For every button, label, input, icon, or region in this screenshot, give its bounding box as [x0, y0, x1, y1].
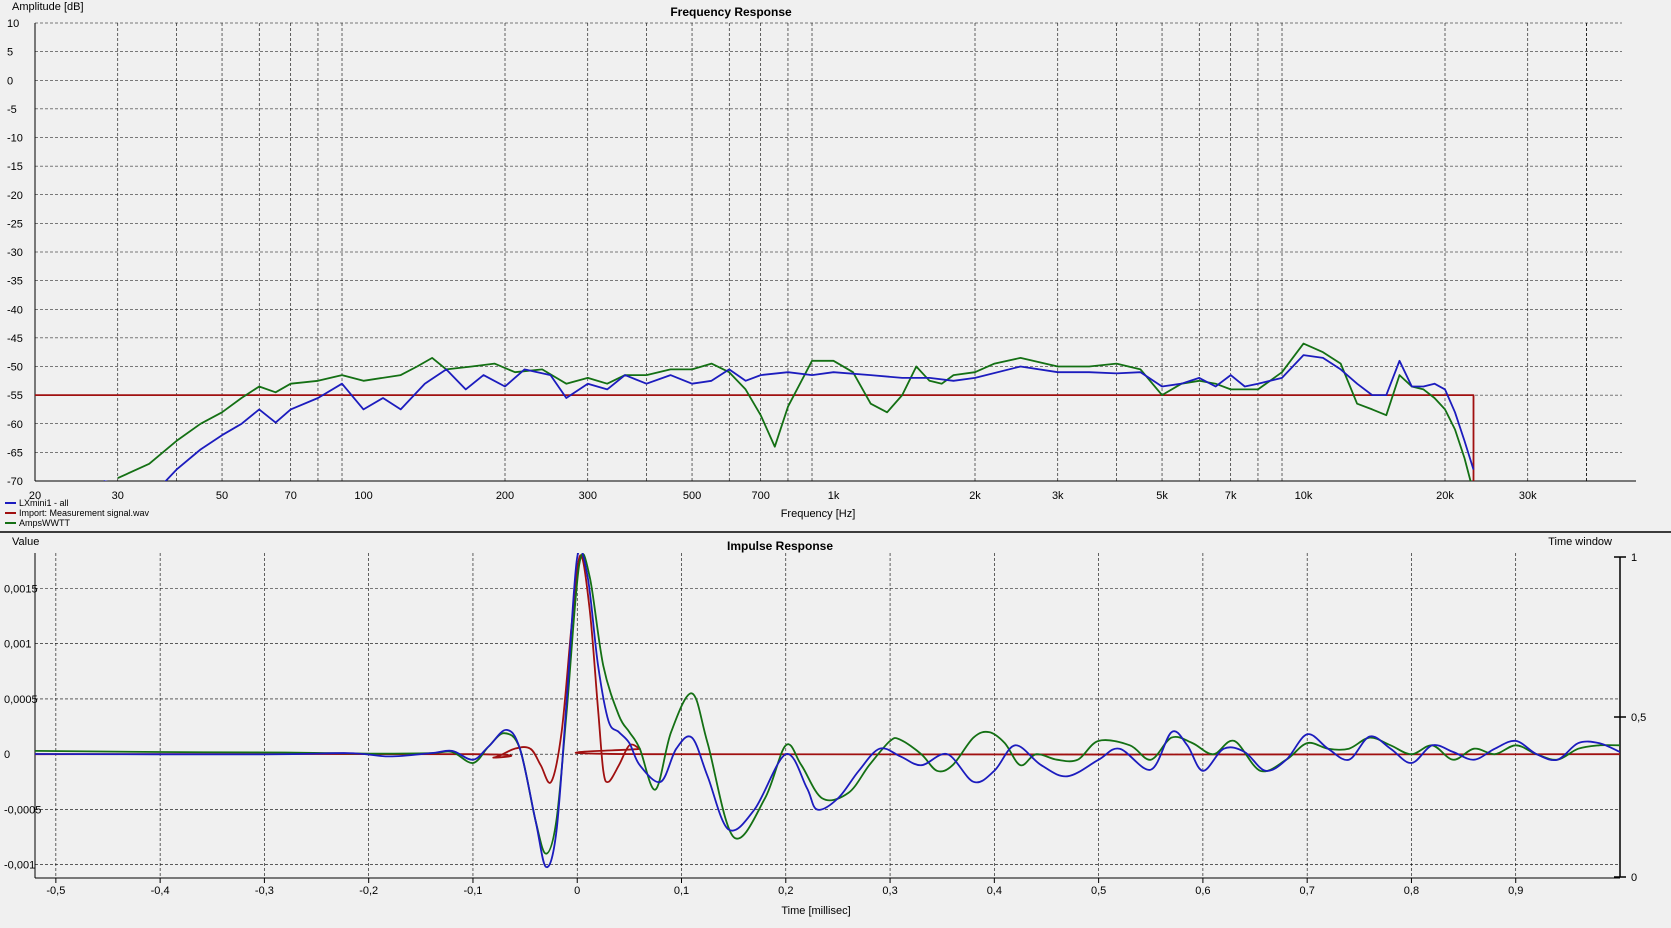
- ir-series-line-0: [35, 553, 1620, 868]
- ir-x-tick-label: 0: [574, 885, 580, 897]
- fr-series-line-1: [35, 394, 1475, 481]
- ir-y-tick-label: 0: [4, 749, 10, 761]
- fr-y-tick-label: 10: [7, 18, 19, 30]
- ir-x-tick-label: -0,4: [151, 885, 170, 897]
- ir-series-line-1: [35, 554, 1620, 784]
- ir-y2-tick-label: 0: [1631, 872, 1637, 884]
- ir-y-axis-label: Value: [12, 536, 39, 548]
- ir-y-tick-label: 0,001: [4, 639, 32, 651]
- legend-label-0: LXmini1 - all: [19, 498, 69, 508]
- fr-x-tick-label: 300: [579, 490, 597, 502]
- fr-x-tick-label: 500: [683, 490, 701, 502]
- ir-y-tick-label: -0,001: [4, 860, 35, 872]
- ir-x-tick-label: 0,2: [778, 885, 793, 897]
- fr-x-tick-label: 10k: [1295, 490, 1313, 502]
- ir-y-tick-label: -0,0005: [4, 804, 41, 816]
- fr-y-tick-label: -60: [7, 419, 23, 431]
- ir-x-tick-label: 0,3: [882, 885, 897, 897]
- fr-y-tick-label: 0: [7, 75, 13, 87]
- fr-x-tick-label: 3k: [1052, 490, 1064, 502]
- fr-x-tick-label: 20: [29, 490, 41, 502]
- fr-y-tick-label: -45: [7, 333, 23, 345]
- impulse-response-chart[interactable]: -0,5 -0,4 -0,3 -0,2 -0,1 0 0,1 0,2 0,3 0,4 0,5 0,6 0…: [4, 536, 1646, 917]
- fr-x-tick-label: 5k: [1156, 490, 1168, 502]
- legend-label-1: Import: Measurement signal.wav: [19, 508, 150, 518]
- ir-x-axis-label: Time [millisec]: [781, 905, 850, 917]
- fr-series-line-0: [103, 354, 1475, 481]
- fr-x-tick-label: 700: [752, 490, 770, 502]
- fr-y-tick-label: -25: [7, 218, 23, 230]
- ir-x-tick-label: 0,7: [1300, 885, 1315, 897]
- ir-x-tick-label: -0,2: [359, 885, 378, 897]
- ir-y2-tick-label: 1: [1631, 552, 1637, 564]
- ir-y2-tick-label: 0,5: [1631, 712, 1646, 724]
- fr-y-tick-label: -65: [7, 447, 23, 459]
- fr-x-tick-label: 70: [285, 490, 297, 502]
- ir-x-tick-label: 0,8: [1404, 885, 1419, 897]
- fr-plot-area: [35, 23, 1622, 481]
- ir-x-tick-label: 0,5: [1091, 885, 1106, 897]
- ir-y-tick-label: 0,0015: [4, 583, 38, 595]
- fr-x-tick-label: 7k: [1225, 490, 1237, 502]
- fr-x-tick-label: 100: [354, 490, 372, 502]
- ir-x-tick-label: -0,1: [463, 885, 482, 897]
- ir-x-tick-label: -0,3: [255, 885, 274, 897]
- ir-x-tick-label: 0,6: [1195, 885, 1210, 897]
- ir-x-tick-label: 0,9: [1508, 885, 1523, 897]
- ir-y-tick-label: 0,0005: [4, 694, 38, 706]
- fr-series-line-2: [117, 342, 1472, 481]
- fr-y-tick-label: -35: [7, 276, 23, 288]
- fr-y-tick-label: -55: [7, 390, 23, 402]
- ir-x-tick-label: 0,4: [987, 885, 1002, 897]
- fr-x-tick-label: 20k: [1436, 490, 1454, 502]
- fr-y-tick-label: -5: [7, 104, 17, 116]
- fr-y-tick-label: -30: [7, 247, 23, 259]
- legend-label-2: AmpsWWTT: [19, 518, 70, 528]
- fr-x-axis-label: Frequency [Hz]: [781, 508, 856, 520]
- fr-x-tick-label: 1k: [828, 490, 840, 502]
- fr-x-tick-label: 50: [216, 490, 228, 502]
- fr-y-tick-label: -10: [7, 133, 23, 145]
- ir-x-tick-label: -0,5: [46, 885, 65, 897]
- fr-y-tick-label: -15: [7, 161, 23, 173]
- fr-x-tick-label: 200: [496, 490, 514, 502]
- fr-x-tick-label: 30k: [1519, 490, 1537, 502]
- ir-y2-axis-label: Time window: [1548, 536, 1612, 548]
- ir-title: Impulse Response: [727, 539, 833, 553]
- fr-title: Frequency Response: [670, 5, 792, 19]
- fr-y-tick-label: -40: [7, 304, 23, 316]
- fr-y-tick-label: 5: [7, 47, 13, 59]
- fr-x-tick-label: 30: [112, 490, 124, 502]
- ir-plot-area: [35, 553, 1620, 878]
- fr-x-tick-label: 2k: [969, 490, 981, 502]
- fr-y-axis-label: Amplitude [dB]: [12, 1, 84, 13]
- frequency-response-chart[interactable]: 1050-5-10-15-20-25-30-35-40-45-50-55-60-…: [0, 1, 1671, 533]
- fr-y-tick-label: -20: [7, 190, 23, 202]
- ir-x-tick-label: 0,1: [674, 885, 689, 897]
- fr-y-tick-label: -70: [7, 476, 23, 488]
- fr-y-tick-label: -50: [7, 362, 23, 374]
